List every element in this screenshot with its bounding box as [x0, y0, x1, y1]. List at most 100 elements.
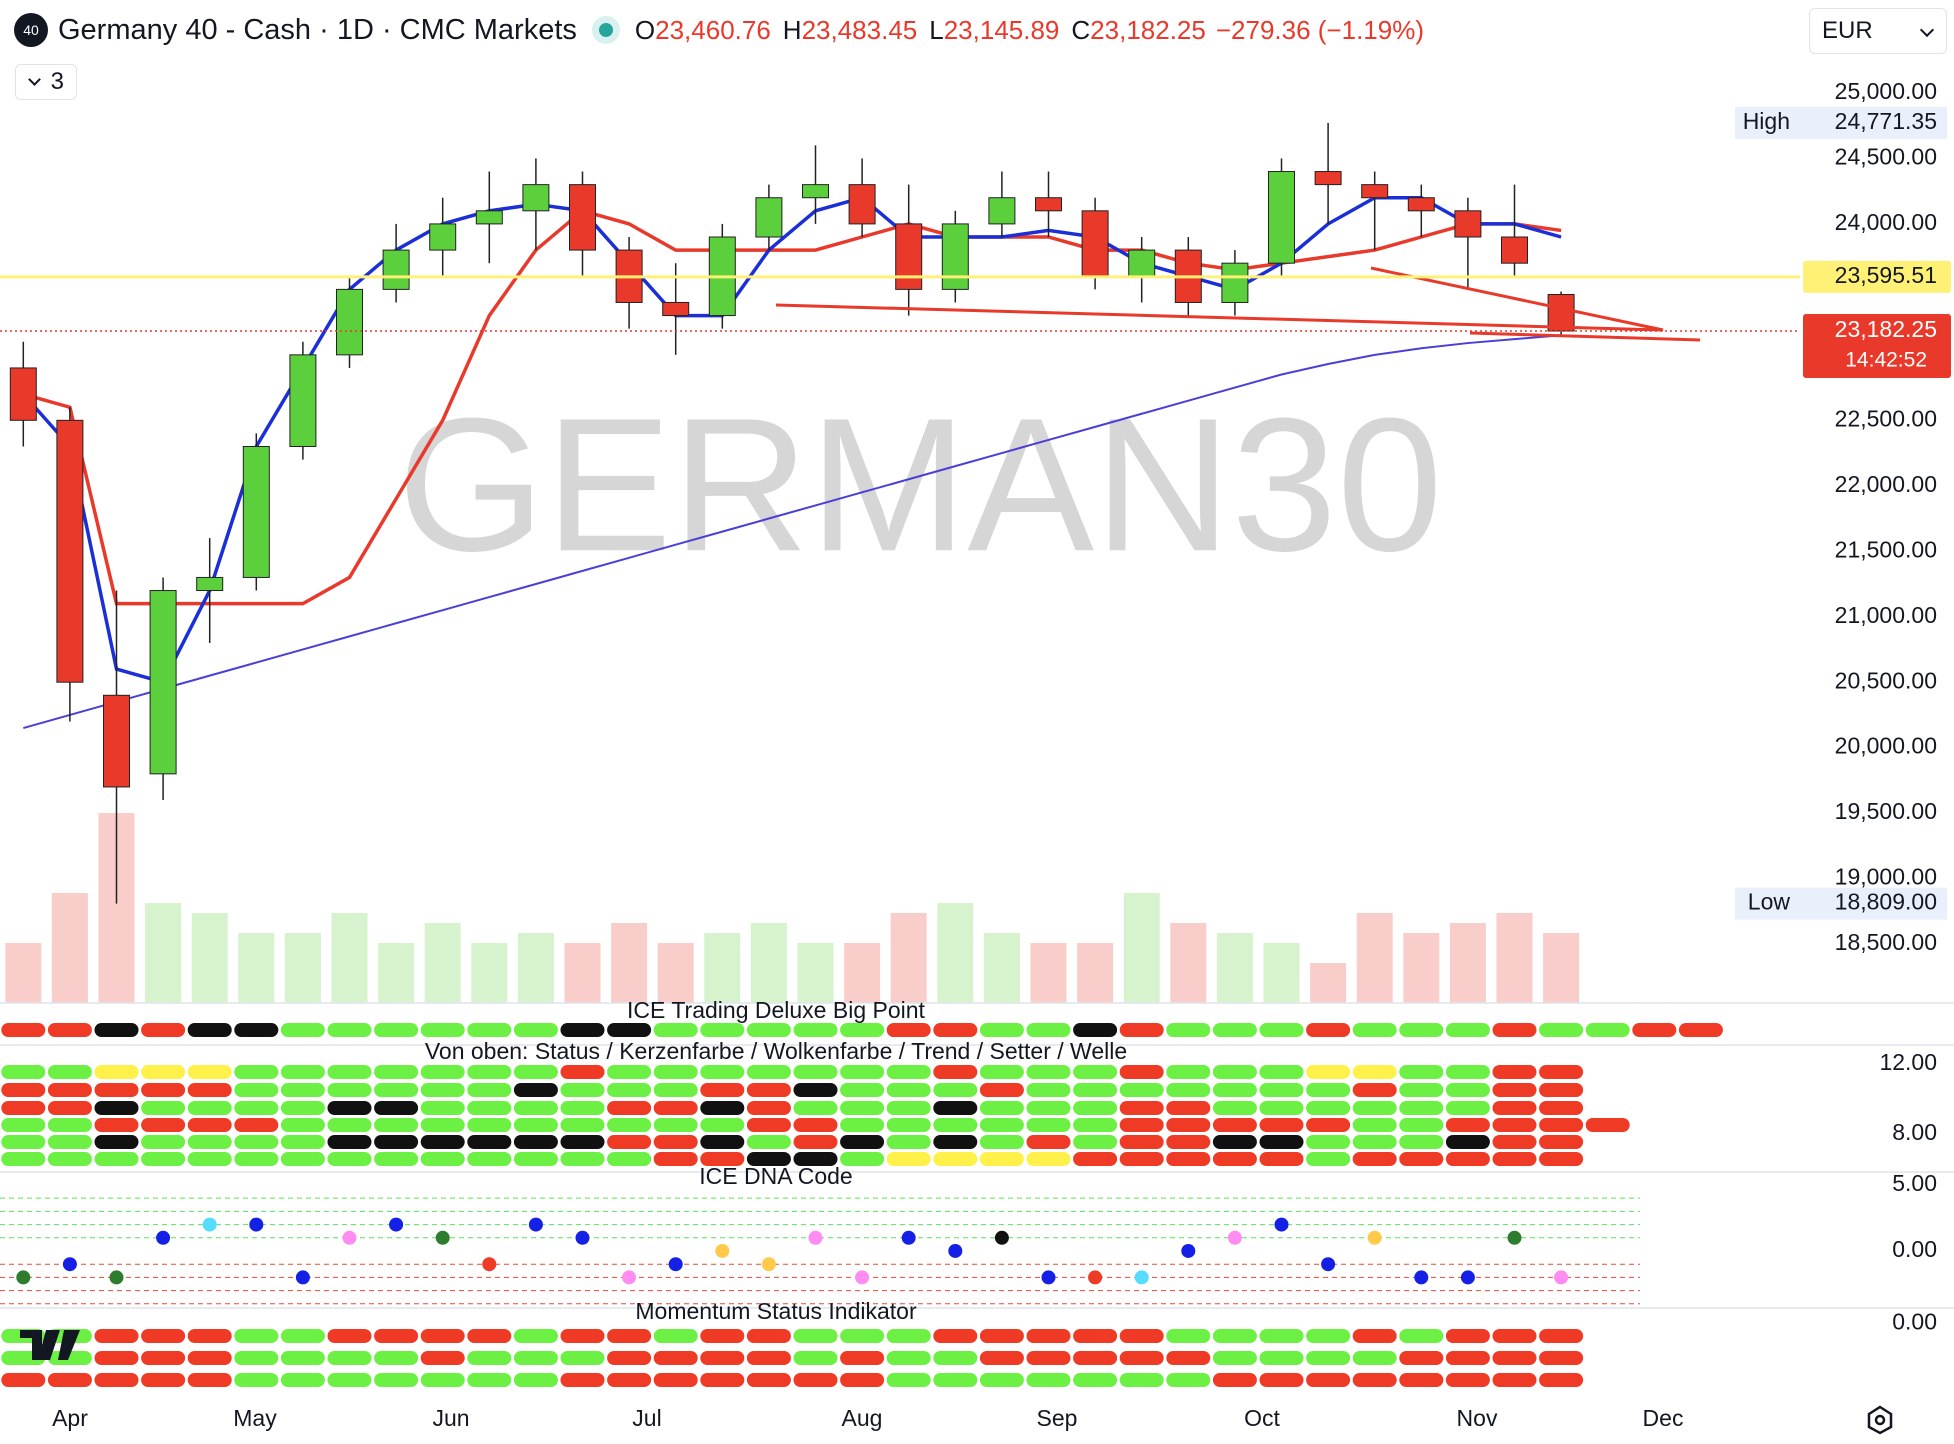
status-dot	[467, 1329, 512, 1343]
status-dot	[47, 1083, 92, 1097]
status-dot	[1352, 1135, 1397, 1149]
y-tick-label: 24,500.00	[1835, 144, 1937, 170]
status-dot	[420, 1373, 465, 1387]
status-dot	[94, 1023, 139, 1037]
status-dot	[653, 1118, 698, 1132]
status-dot	[653, 1101, 698, 1115]
status-dot	[1306, 1329, 1351, 1343]
pane-title: Von oben: Status / Kerzenfarbe / Wolkenf…	[425, 1038, 1127, 1064]
status-dot	[374, 1373, 419, 1387]
status-dot	[1026, 1351, 1071, 1365]
volume-bar	[704, 933, 741, 1003]
status-dot	[1445, 1329, 1490, 1343]
status-dot	[374, 1023, 419, 1037]
status-dot	[1306, 1065, 1351, 1079]
status-dot	[1212, 1135, 1257, 1149]
status-dot	[793, 1118, 838, 1132]
status-dot	[1119, 1065, 1164, 1079]
status-dot	[1119, 1329, 1164, 1343]
status-dot	[886, 1373, 931, 1387]
status-dot	[1212, 1065, 1257, 1079]
price-tag-title: High	[1743, 108, 1790, 134]
volume-bar	[611, 923, 648, 1003]
status-dot	[979, 1065, 1024, 1079]
status-dot	[979, 1118, 1024, 1132]
status-dot	[513, 1135, 558, 1149]
status-dot	[793, 1351, 838, 1365]
status-dot	[234, 1101, 279, 1115]
status-dot	[1259, 1083, 1304, 1097]
candle-body	[1407, 197, 1435, 212]
dna-dot	[249, 1217, 264, 1232]
y-tick-label: 24,000.00	[1835, 209, 1937, 235]
status-dot	[1212, 1329, 1257, 1343]
status-dot	[374, 1083, 419, 1097]
dna-dot	[1041, 1270, 1056, 1285]
dna-dot	[109, 1270, 124, 1285]
dna-dot	[994, 1230, 1009, 1245]
candle-body	[1081, 210, 1109, 277]
dna-dot	[16, 1270, 31, 1285]
volume-bar	[145, 903, 182, 1003]
y-tick-label: 22,500.00	[1835, 405, 1937, 431]
ohlc-value: 23,182.25	[1090, 14, 1206, 45]
status-dot	[1585, 1118, 1630, 1132]
status-dot	[979, 1135, 1024, 1149]
status-dot	[1259, 1118, 1304, 1132]
status-dot	[979, 1023, 1024, 1037]
pane-title: ICE DNA Code	[699, 1163, 852, 1189]
status-dot	[933, 1101, 978, 1115]
dna-dot	[528, 1217, 543, 1232]
volume-bar	[1077, 943, 1114, 1003]
status-dot	[420, 1135, 465, 1149]
dna-dot	[901, 1230, 916, 1245]
status-dot	[700, 1329, 745, 1343]
symbol-title[interactable]: Germany 40 - Cash · 1D · CMC Markets	[58, 13, 577, 46]
status-dot	[234, 1083, 279, 1097]
status-dot	[47, 1135, 92, 1149]
status-dot	[141, 1118, 186, 1132]
status-dot	[653, 1329, 698, 1343]
status-dot	[979, 1373, 1024, 1387]
status-dot	[1212, 1023, 1257, 1037]
status-dot	[1678, 1023, 1723, 1037]
collapse-button[interactable]: 3	[15, 64, 77, 100]
volume-bar	[750, 923, 787, 1003]
status-dot	[607, 1083, 652, 1097]
status-dot	[467, 1152, 512, 1166]
status-dot	[1259, 1101, 1304, 1115]
level-tag-bg	[1803, 260, 1951, 293]
dna-dot	[761, 1257, 776, 1272]
status-dot	[1166, 1329, 1211, 1343]
dna-dot	[1321, 1257, 1336, 1272]
volume-bar	[1449, 923, 1486, 1003]
indicator-lines	[21, 195, 1562, 729]
volume-bar	[238, 933, 275, 1003]
volume-bar	[5, 943, 42, 1003]
status-dot	[1166, 1373, 1211, 1387]
status-dot	[374, 1101, 419, 1115]
volume-bar	[1403, 933, 1440, 1003]
status-dot	[47, 1373, 92, 1387]
status-dot	[1352, 1373, 1397, 1387]
status-dot	[746, 1152, 791, 1166]
dna-dot	[62, 1257, 77, 1272]
status-dot	[280, 1329, 325, 1343]
status-dot	[979, 1329, 1024, 1343]
status-dot	[94, 1329, 139, 1343]
pane-tick-label: 5.00	[1892, 1170, 1937, 1196]
status-dot	[886, 1101, 931, 1115]
status-dot	[886, 1329, 931, 1343]
status-dot	[513, 1118, 558, 1132]
status-dot	[1492, 1373, 1537, 1387]
ohlc-key: C	[1071, 14, 1091, 45]
pane-title: ICE Trading Deluxe Big Point	[627, 997, 925, 1023]
settings-icon[interactable]	[1867, 1405, 1893, 1435]
status-dot	[1212, 1101, 1257, 1115]
status-dot	[234, 1065, 279, 1079]
status-dot	[1352, 1083, 1397, 1097]
currency-select[interactable]: EUR	[1809, 8, 1947, 54]
status-dot	[1492, 1101, 1537, 1115]
ohlc-values: O23,460.76 H23,483.45 L23,145.89 C23,182.25	[635, 15, 1206, 46]
ohlc-value: 23,145.89	[943, 14, 1060, 45]
